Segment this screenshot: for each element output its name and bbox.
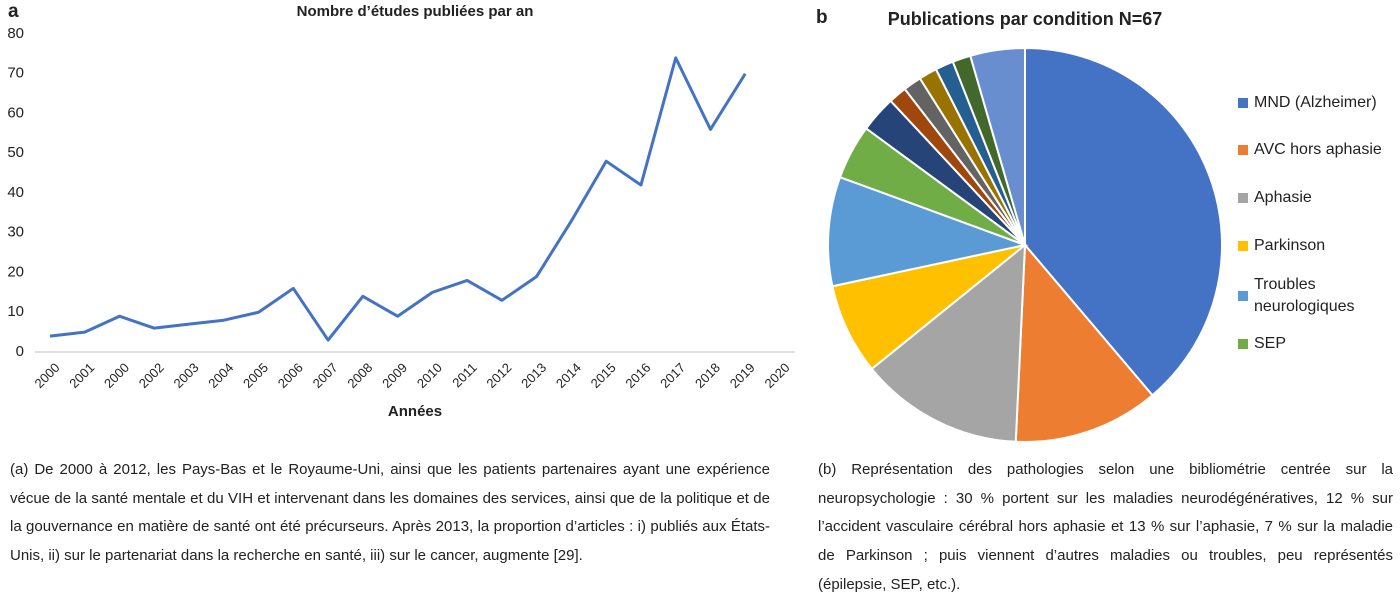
legend-swatch [1238,291,1248,301]
y-tick-label: 50 [7,144,24,161]
x-tick-label: 2020 [761,360,792,391]
x-tick-label: 2005 [240,360,271,391]
y-tick-label: 20 [7,263,24,280]
pie-slice [870,242,1027,443]
x-tick-label: 2001 [66,360,97,391]
legend-label: SEP [1254,335,1286,352]
legend-label: AVC hors aphasie [1254,141,1382,158]
legend-label: Troubles neurologiques [1254,276,1355,315]
y-tick-label: 40 [7,184,24,201]
x-tick-label: 2014 [553,360,584,391]
chart-title: Publications par condition N=67 [888,9,1163,29]
x-tick-label: 2013 [518,360,549,391]
pie-slice [1014,242,1154,443]
caption: (a) De 2000 à 2012, les Pays-Bas et le R… [10,461,770,565]
x-axis-label: Années [388,403,442,420]
legend-swatch [1238,193,1248,203]
pie-slice [827,175,1029,288]
panel-label: a [8,1,19,22]
y-tick-label: 0 [16,343,24,360]
x-tick-label: 2019 [727,360,758,391]
x-tick-label: 2002 [136,360,167,391]
figure: a Nombre d’études publiées par an Années… [7,1,1382,443]
x-tick-label: 2015 [588,360,619,391]
x-tick-label: 2007 [310,360,341,391]
legend-swatch [1238,241,1248,251]
pie-slice [1024,46,1223,397]
legend-label: MND (Alzheimer) [1254,94,1377,111]
legend-swatch [1238,145,1248,155]
legend-label: Parkinson [1254,237,1325,254]
x-tick-label: 2018 [692,360,723,391]
x-tick-label: 2000 [31,360,62,391]
x-tick-label: 2000 [101,360,132,391]
legend-swatch [1238,98,1248,108]
x-tick-label: 2011 [449,360,479,390]
chart-title: Nombre d’études publiées par an [297,3,534,20]
x-tick-label: 2016 [622,360,653,391]
x-tick-label: 2009 [379,360,410,391]
legend-swatch [1238,339,1248,349]
y-tick-label: 70 [7,65,24,82]
data-line [49,56,747,342]
legend-label: Aphasie [1254,189,1312,206]
y-tick-label: 30 [7,224,24,241]
y-tick-label: 60 [7,104,24,121]
x-tick-label: 2004 [205,360,236,391]
x-tick-label: 2008 [344,360,375,391]
x-tick-label: 2012 [483,360,514,391]
x-tick-label: 2006 [275,360,306,391]
x-tick-label: 2003 [171,360,202,391]
x-tick-label: 2017 [657,360,688,391]
y-tick-label: 80 [7,25,24,42]
x-tick-label: 2010 [414,360,445,391]
caption: (b) Représentation des pathologies selon… [818,461,1393,593]
y-tick-label: 10 [7,303,24,320]
panel-label: b [816,7,828,28]
pie-slice [969,46,1026,246]
